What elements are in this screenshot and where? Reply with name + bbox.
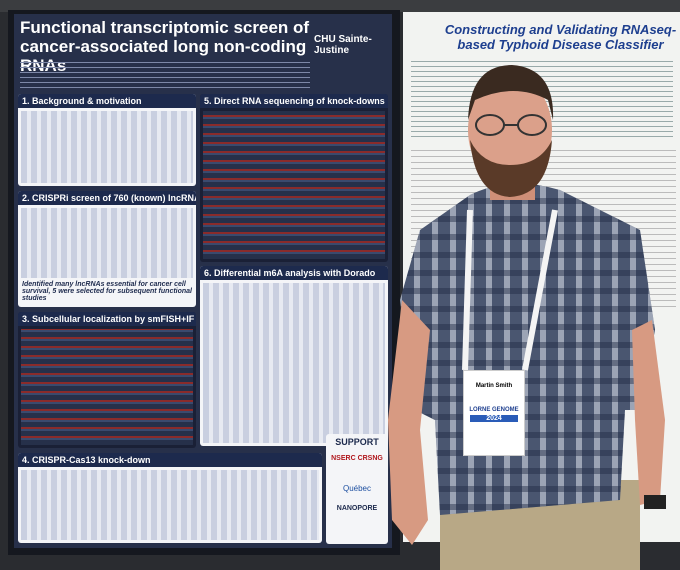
section: 3. Subcellular localization by smFISH+IF — [18, 312, 196, 448]
figure — [203, 283, 385, 443]
figure — [21, 470, 319, 540]
section-heading: 5. Direct RNA sequencing of knock-downs — [200, 94, 388, 108]
face — [468, 75, 552, 185]
hair — [468, 65, 554, 120]
badge-event: LORNE GENOME — [469, 407, 519, 413]
left-arm — [388, 300, 430, 545]
authors — [20, 62, 310, 88]
glasses — [475, 114, 547, 136]
highlight: Identified many lncRNAs essential for ca… — [22, 281, 192, 302]
figure — [21, 111, 193, 183]
sponsor: NSERC CRSNG — [331, 455, 383, 462]
sponsor: Québec — [342, 484, 372, 493]
institution: CHU Sainte-Justine — [314, 34, 372, 56]
figure — [21, 329, 193, 445]
support-heading: SUPPORT — [335, 437, 379, 447]
section: 1. Background & motivation — [18, 94, 196, 186]
section-heading: 6. Differential m6A analysis with Dorado — [200, 266, 388, 280]
support: SUPPORT NSERC CRSNG Québec NANOPORE — [326, 434, 388, 544]
section-heading: 4. CRISPR-Cas13 knock-down — [18, 453, 322, 467]
section: 4. CRISPR-Cas13 knock-down — [18, 453, 322, 543]
figure — [203, 111, 385, 259]
badge: Martin Smith LORNE GENOME 2024 — [463, 370, 525, 456]
beard — [470, 140, 552, 197]
right-arm — [632, 320, 665, 505]
poster: Functional transcriptomic screen of canc… — [14, 14, 392, 548]
section: 2. CRISPRi screen of 760 (known) lncRNAs… — [18, 191, 196, 307]
section-heading: 2. CRISPRi screen of 760 (known) lncRNAs — [18, 191, 196, 205]
section: 6. Differential m6A analysis with Dorado — [200, 266, 388, 446]
figure — [21, 208, 193, 278]
lanyard — [462, 209, 558, 371]
badge-name: Martin Smith — [475, 383, 513, 389]
badge-year: 2024 — [470, 415, 518, 422]
sponsor: NANOPORE — [336, 505, 378, 512]
second-poster-title: Constructing and Validating RNAseq-based… — [444, 22, 677, 52]
section-heading: 1. Background & motivation — [18, 94, 196, 108]
section: 5. Direct RNA sequencing of knock-downs — [200, 94, 388, 262]
ceiling — [0, 0, 680, 12]
section-heading: 3. Subcellular localization by smFISH+IF — [18, 312, 196, 326]
watch — [644, 495, 666, 509]
